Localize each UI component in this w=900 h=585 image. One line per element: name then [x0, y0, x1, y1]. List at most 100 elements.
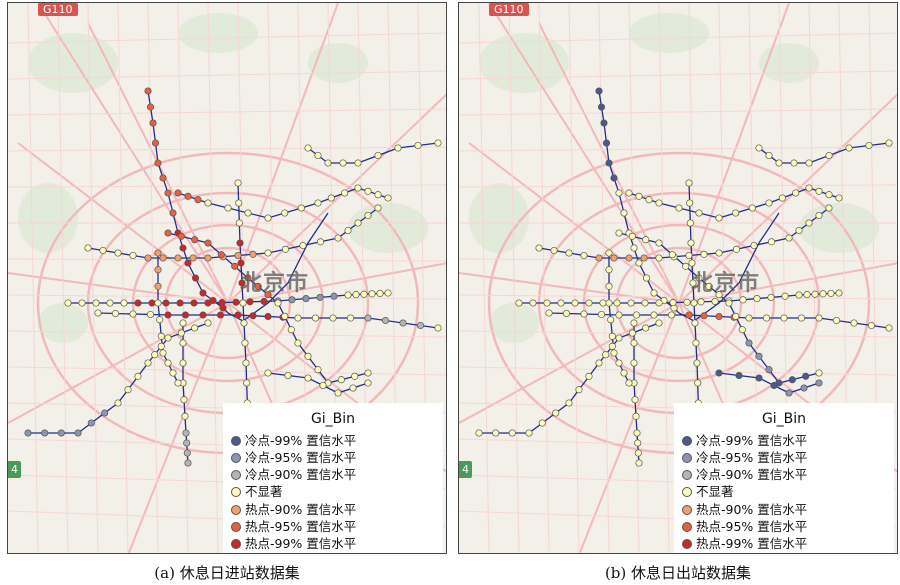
metro-station: [778, 194, 786, 202]
metro-station: [645, 196, 653, 204]
metro-station: [557, 299, 565, 307]
metro-station: [164, 311, 172, 319]
metro-station: [630, 359, 638, 367]
metro-station: [87, 419, 95, 427]
legend-label: 热点-95% 置信水平: [245, 519, 357, 534]
metro-station: [177, 232, 185, 240]
metro-station: [815, 211, 823, 220]
metro-station: [785, 389, 793, 397]
metro-station: [693, 359, 701, 367]
metro-station: [835, 194, 843, 202]
metro-station: [374, 151, 382, 160]
metro-station: [788, 376, 796, 384]
metro-station: [781, 292, 789, 300]
metro-station: [803, 291, 811, 299]
metro-station: [164, 334, 172, 342]
metro-station: [174, 379, 182, 387]
metro-station: [316, 238, 325, 246]
legend-label: 冷点-90% 置信水平: [245, 467, 357, 482]
metro-station: [688, 259, 696, 267]
metro-station: [615, 311, 623, 319]
metro-station: [595, 87, 603, 95]
metro-station: [244, 274, 252, 282]
green-area: [348, 203, 428, 253]
metro-station: [642, 274, 651, 282]
metro-station: [697, 298, 705, 306]
metro-station: [632, 412, 640, 420]
metro-station: [414, 141, 422, 150]
metro-station: [374, 191, 382, 199]
metro-station: [832, 316, 841, 325]
minor-road: [478, 3, 490, 553]
metro-station: [346, 314, 355, 322]
metro-station: [314, 151, 322, 160]
metro-line: [668, 212, 780, 322]
metro-station: [148, 299, 156, 307]
metro-station: [762, 314, 771, 322]
metro-station: [99, 246, 107, 255]
metro-station: [585, 372, 593, 380]
metro-station: [224, 204, 232, 212]
metro-station: [715, 369, 723, 377]
metro-station: [715, 249, 723, 257]
metro-station: [492, 429, 500, 437]
radial-road: [127, 302, 229, 553]
metro-station: [687, 239, 695, 247]
metro-station: [106, 299, 114, 307]
metro-station: [770, 381, 778, 390]
metro-station: [281, 312, 289, 320]
metro-station: [368, 290, 376, 298]
metro-station: [120, 299, 128, 307]
metro-station: [314, 199, 322, 207]
metro-station: [144, 359, 152, 367]
legend-swatch: [231, 469, 241, 480]
metro-station: [169, 369, 177, 377]
legend-item-cold-99: 冷点-99% 置信水平: [231, 433, 356, 449]
metro-station: [625, 189, 633, 197]
metro-station: [159, 254, 167, 262]
metro-station: [805, 159, 813, 167]
metro-station: [615, 359, 623, 367]
metro-station: [550, 246, 558, 255]
metro-station: [190, 299, 198, 307]
metro-station: [692, 339, 700, 347]
metro-station: [800, 384, 808, 392]
legend-label: 热点-99% 置信水平: [245, 536, 357, 551]
minor-road: [459, 366, 897, 376]
legend-label: 不显著: [696, 484, 734, 499]
radial-road: [678, 3, 790, 304]
metro-station: [204, 239, 212, 247]
metro-station: [686, 219, 694, 227]
metro-station: [595, 254, 603, 262]
metro-station: [585, 299, 593, 307]
city-label: 北京市: [691, 271, 761, 296]
metro-station: [543, 299, 551, 307]
metro-line: [157, 253, 179, 384]
metro-station: [602, 351, 610, 359]
metro-station: [745, 314, 753, 322]
metro-station: [600, 119, 608, 127]
metro-station: [182, 429, 190, 437]
legend-swatch: [231, 538, 241, 549]
minor-road: [459, 330, 897, 338]
metro-station: [183, 439, 191, 447]
metro-station: [235, 219, 243, 227]
metro-station: [580, 251, 588, 260]
legend-swatch: [682, 538, 692, 549]
metro-station: [625, 379, 633, 387]
metro-station: [700, 250, 708, 258]
metro-station: [180, 396, 188, 404]
metro-station: [575, 386, 583, 394]
metro-station: [690, 299, 698, 307]
metro-station: [750, 241, 758, 250]
metro-station: [767, 238, 776, 246]
metro-station: [241, 339, 249, 347]
metro-station: [885, 324, 893, 332]
metro-station: [144, 254, 152, 262]
metro-station: [605, 266, 613, 274]
legend-label: 冷点-99% 置信水平: [696, 433, 808, 448]
metro-station: [640, 254, 648, 262]
metro-station: [691, 319, 699, 327]
metro-station: [162, 299, 170, 307]
metro-station: [732, 209, 740, 217]
